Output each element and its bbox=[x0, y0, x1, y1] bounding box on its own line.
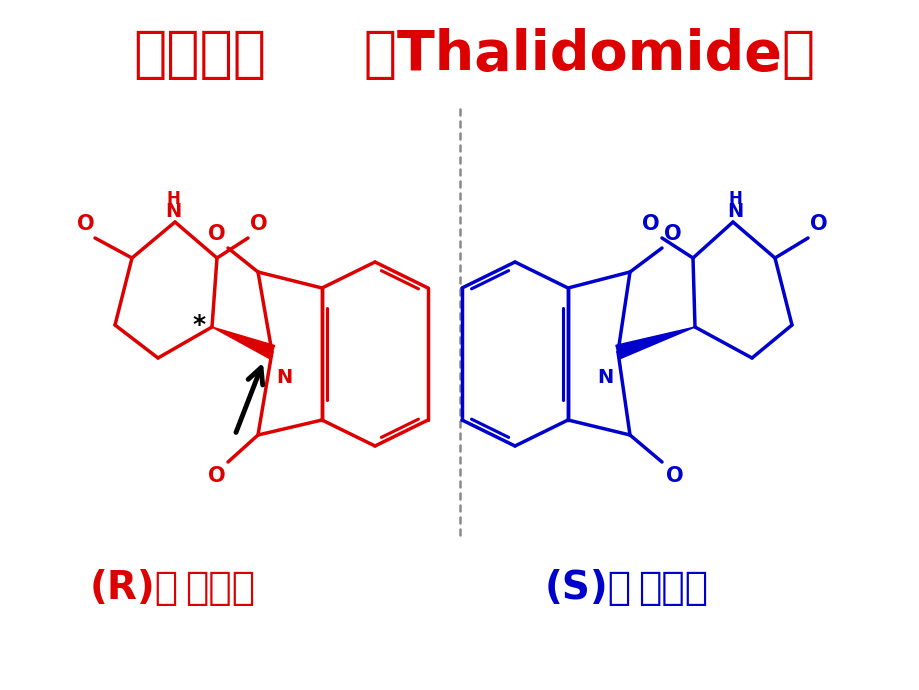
Text: 沙利多胺: 沙利多胺 bbox=[133, 28, 267, 82]
Text: O: O bbox=[208, 466, 226, 486]
Text: N: N bbox=[276, 368, 292, 387]
Text: (R)：: (R)： bbox=[90, 569, 179, 607]
Text: N: N bbox=[726, 202, 743, 221]
Polygon shape bbox=[615, 327, 694, 359]
Text: O: O bbox=[208, 224, 226, 244]
Text: N: N bbox=[165, 202, 181, 221]
Text: （Thalidomide）: （Thalidomide） bbox=[324, 28, 814, 82]
Text: (S)：: (S)： bbox=[544, 569, 631, 607]
Text: O: O bbox=[664, 224, 681, 244]
Text: H: H bbox=[727, 190, 741, 208]
Text: O: O bbox=[641, 214, 659, 234]
Polygon shape bbox=[211, 327, 275, 359]
Text: O: O bbox=[250, 214, 267, 234]
Text: O: O bbox=[665, 466, 683, 486]
Text: H: H bbox=[166, 190, 180, 208]
Text: N: N bbox=[597, 368, 613, 387]
Text: O: O bbox=[809, 214, 827, 234]
Text: 致畸性: 致畸性 bbox=[637, 569, 708, 607]
Text: *: * bbox=[192, 313, 205, 337]
Text: O: O bbox=[77, 214, 95, 234]
Text: 镇静剂: 镇静剂 bbox=[185, 569, 255, 607]
